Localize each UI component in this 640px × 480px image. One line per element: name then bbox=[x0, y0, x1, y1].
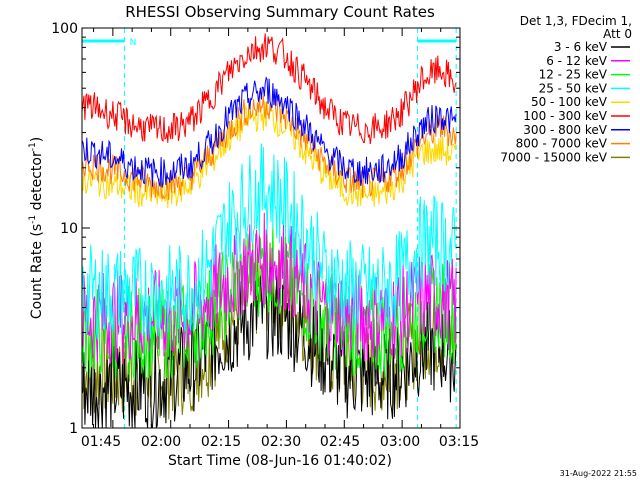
y-tick-label-1: 1 bbox=[69, 421, 78, 437]
x-axis-label: Start Time (08-Jun-16 01:40:02) bbox=[168, 453, 392, 469]
series-line bbox=[81, 33, 457, 145]
series-layer bbox=[81, 33, 457, 429]
legend-label: 12 - 25 keV bbox=[539, 68, 608, 82]
legend-label: 6 - 12 keV bbox=[546, 54, 608, 68]
legend-header-line-2: Att 0 bbox=[603, 27, 632, 41]
y-axis-label-end: ) bbox=[29, 137, 45, 142]
series-line bbox=[81, 143, 457, 340]
legend-label: 100 - 300 keV bbox=[523, 109, 607, 123]
legend-label: 7000 - 15000 keV bbox=[500, 150, 607, 164]
x-tick-label: 02:15 bbox=[201, 434, 241, 450]
series-line bbox=[81, 212, 457, 365]
y-axis-label-mid: detector bbox=[29, 151, 45, 215]
x-tick-label: 01:45 bbox=[81, 434, 121, 450]
axis-ticks bbox=[82, 27, 461, 429]
y-tick-label-100: 100 bbox=[51, 21, 78, 37]
x-tick-label: 02:30 bbox=[261, 434, 301, 450]
y-axis-label-sup: -1 bbox=[28, 142, 38, 151]
legend-label: 25 - 50 keV bbox=[539, 81, 608, 95]
series-line bbox=[81, 91, 457, 200]
chart-title: RHESSI Observing Summary Count Rates bbox=[125, 3, 435, 21]
plot-timestamp: 31-Aug-2022 21:55 bbox=[560, 469, 637, 478]
x-tick-label: 03:00 bbox=[380, 434, 420, 450]
legend-label: 3 - 6 keV bbox=[554, 40, 608, 54]
y-axis-label-main: Count Rate (s bbox=[29, 224, 45, 319]
legend-header-line-1: Det 1,3, FDecim 1, bbox=[520, 14, 632, 28]
y-tick-label-10: 10 bbox=[60, 221, 78, 237]
y-axis-label: Count Rate (s-1 detector-1) bbox=[28, 137, 45, 319]
x-tick-label: 03:15 bbox=[439, 434, 479, 450]
night-marker-label: N bbox=[130, 38, 137, 48]
legend-label: 800 - 7000 keV bbox=[516, 137, 608, 151]
legend-label: 300 - 800 keV bbox=[523, 123, 607, 137]
series-line bbox=[81, 76, 457, 188]
x-tick-label: 02:45 bbox=[320, 434, 360, 450]
x-tick-label: 02:00 bbox=[141, 434, 181, 450]
legend-label: 50 - 100 keV bbox=[531, 95, 608, 109]
y-axis-label-sup: -1 bbox=[28, 215, 38, 224]
